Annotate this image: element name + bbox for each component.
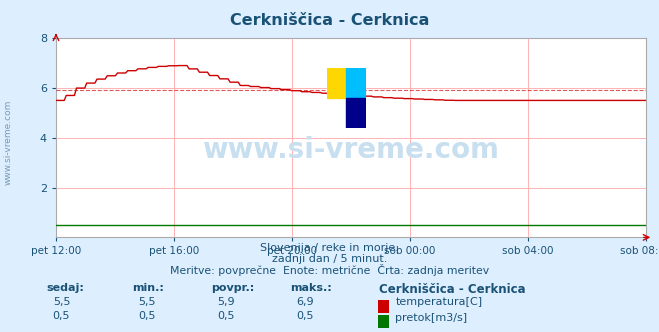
Text: Cerkniščica - Cerknica: Cerkniščica - Cerknica: [379, 283, 525, 296]
Text: 0,5: 0,5: [53, 311, 71, 321]
Text: 5,5: 5,5: [138, 297, 156, 307]
Text: 0,5: 0,5: [297, 311, 314, 321]
Text: povpr.:: povpr.:: [211, 283, 254, 293]
Text: zadnji dan / 5 minut.: zadnji dan / 5 minut.: [272, 254, 387, 264]
Text: Cerkniščica - Cerknica: Cerkniščica - Cerknica: [230, 13, 429, 28]
Text: Meritve: povprečne  Enote: metrične  Črta: zadnja meritev: Meritve: povprečne Enote: metrične Črta:…: [170, 264, 489, 276]
Text: 0,5: 0,5: [217, 311, 235, 321]
Text: 0,5: 0,5: [138, 311, 156, 321]
Bar: [378, 315, 389, 328]
Text: min.:: min.:: [132, 283, 163, 293]
Bar: [378, 300, 389, 313]
Text: sedaj:: sedaj:: [46, 283, 84, 293]
Text: 5,5: 5,5: [53, 297, 71, 307]
Text: pretok[m3/s]: pretok[m3/s]: [395, 313, 467, 323]
Text: www.si-vreme.com: www.si-vreme.com: [3, 100, 13, 186]
Text: Slovenija / reke in morje.: Slovenija / reke in morje.: [260, 243, 399, 253]
Text: 6,9: 6,9: [297, 297, 314, 307]
Text: 5,9: 5,9: [217, 297, 235, 307]
Text: maks.:: maks.:: [290, 283, 331, 293]
Text: temperatura[C]: temperatura[C]: [395, 297, 482, 307]
Text: www.si-vreme.com: www.si-vreme.com: [202, 136, 500, 164]
